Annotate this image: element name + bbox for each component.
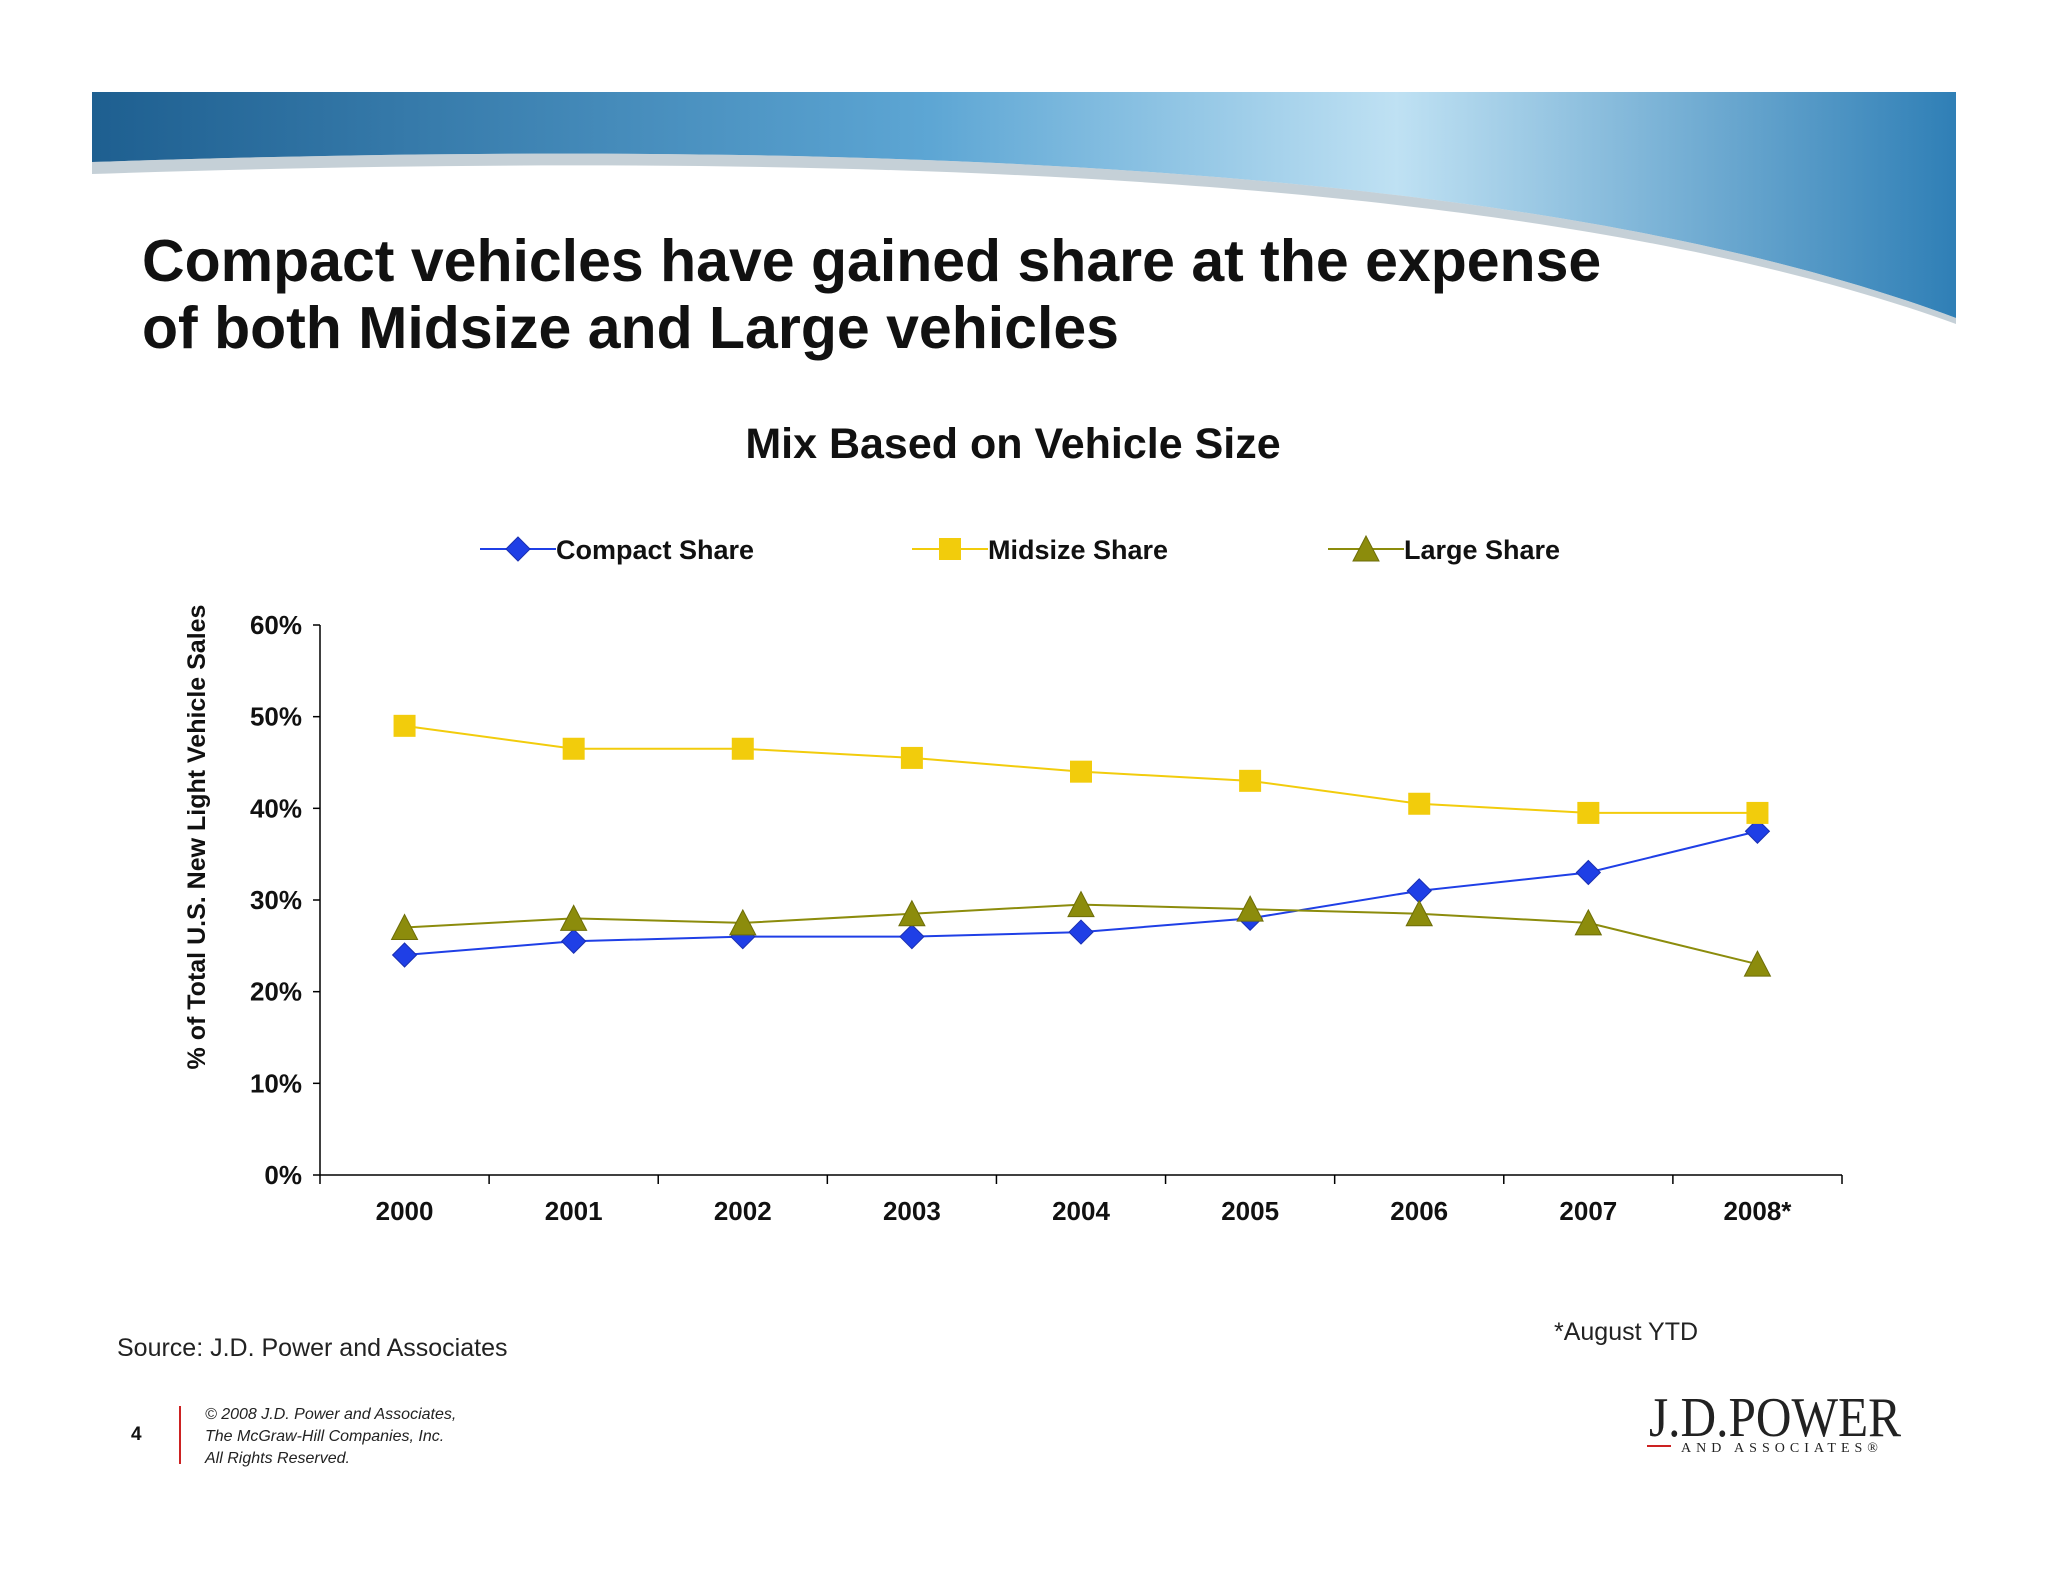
y-axis-label: % of Total U.S. New Light Vehicle Sales bbox=[183, 605, 211, 1070]
midsize-share-point bbox=[1070, 760, 1092, 783]
x-tick-label: 2002 bbox=[714, 1196, 772, 1226]
copyright-line-2: The McGraw-Hill Companies, Inc. bbox=[205, 1428, 445, 1445]
copyright-line-1: © 2008 J.D. Power and Associates, bbox=[205, 1406, 457, 1423]
logo-sub-text: AND ASSOCIATES® bbox=[1681, 1441, 1883, 1456]
y-tick-label: 30% bbox=[250, 885, 302, 915]
chart-plot-area bbox=[390, 714, 1772, 977]
midsize-share-point bbox=[1746, 801, 1769, 824]
compact-share-point bbox=[1068, 919, 1094, 945]
compact-share-point bbox=[560, 928, 587, 954]
copyright-line-3: All Rights Reserved. bbox=[205, 1450, 350, 1467]
footnote: *August YTD bbox=[1554, 1318, 1699, 1346]
compact-share-point bbox=[1406, 878, 1432, 904]
x-tick-label: 2003 bbox=[883, 1196, 941, 1226]
y-tick-label: 20% bbox=[250, 977, 302, 1007]
x-tick-label: 2007 bbox=[1559, 1196, 1617, 1226]
legend-swatch-marker bbox=[939, 538, 961, 560]
footer-divider bbox=[179, 1406, 181, 1464]
large-share-point bbox=[728, 908, 757, 936]
x-tick-label: 2006 bbox=[1390, 1196, 1448, 1226]
large-share-point bbox=[1405, 899, 1434, 927]
legend-swatch-marker bbox=[1352, 534, 1380, 562]
large-share-point bbox=[559, 904, 588, 931]
midsize-share-series bbox=[393, 714, 1769, 824]
source-note: Source: J.D. Power and Associates bbox=[117, 1334, 508, 1362]
legend-label: Large Share bbox=[1404, 535, 1560, 565]
large-share-point bbox=[1067, 890, 1095, 918]
large-share-point bbox=[390, 913, 419, 940]
legend-label: Compact Share bbox=[556, 535, 754, 565]
y-tick-label: 10% bbox=[250, 1068, 302, 1098]
y-tick-label: 40% bbox=[250, 793, 302, 823]
legend-item-compact-share: Compact Share bbox=[480, 535, 754, 565]
large-share-point bbox=[1743, 950, 1772, 977]
compact-share-point bbox=[391, 942, 418, 968]
midsize-share-point bbox=[562, 737, 585, 760]
legend-item-midsize-share: Midsize Share bbox=[912, 535, 1168, 565]
chart-legend: Compact Share Midsize Share Large Share bbox=[480, 534, 1560, 565]
y-tick-label: 50% bbox=[250, 702, 302, 732]
midsize-share-point bbox=[900, 746, 923, 769]
page-number: 4 bbox=[131, 1424, 142, 1445]
y-tick-label: 0% bbox=[264, 1160, 302, 1190]
slide-title-line-2: of both Midsize and Large vehicles bbox=[142, 295, 1119, 361]
y-tick-label: 60% bbox=[250, 610, 302, 640]
x-tick-label: 2005 bbox=[1221, 1196, 1279, 1226]
x-tick-label: 2001 bbox=[545, 1196, 603, 1226]
midsize-share-point bbox=[1577, 801, 1600, 824]
midsize-share-point bbox=[1239, 769, 1262, 792]
copyright-notice: © 2008 J.D. Power and Associates, The Mc… bbox=[205, 1404, 456, 1470]
large-share-point bbox=[1236, 895, 1264, 922]
midsize-share-point bbox=[1408, 792, 1431, 815]
compact-share-point bbox=[1744, 818, 1771, 844]
slide-title-line-1: Compact vehicles have gained share at th… bbox=[142, 228, 1602, 294]
logo-main-text: J.D.POWER bbox=[1649, 1387, 1902, 1449]
jd-power-logo: J.D.POWER AND ASSOCIATES® bbox=[1647, 1387, 1902, 1456]
large-share-series bbox=[390, 890, 1772, 977]
large-share-point bbox=[1574, 908, 1603, 936]
compact-share-point bbox=[1575, 859, 1602, 886]
slide-title: Compact vehicles have gained share at th… bbox=[142, 228, 1601, 362]
x-tick-label: 2008* bbox=[1723, 1196, 1792, 1226]
x-tick-label: 2000 bbox=[376, 1196, 434, 1226]
legend-label: Midsize Share bbox=[988, 535, 1168, 565]
compact-share-series bbox=[391, 818, 1771, 968]
compact-share-point bbox=[899, 923, 925, 950]
midsize-share-point bbox=[731, 737, 754, 760]
large-share-point bbox=[898, 899, 926, 927]
legend-item-large-share: Large Share bbox=[1328, 534, 1560, 565]
header-banner bbox=[92, 92, 1956, 324]
legend-swatch-marker bbox=[505, 536, 531, 562]
x-tick-label: 2004 bbox=[1052, 1196, 1110, 1226]
chart-axes: 0% 10% 20% 30% 40% 50% 60% 2000 2001 2002 2003 2004… bbox=[250, 610, 1843, 1226]
chart-title: Mix Based on Vehicle Size bbox=[745, 420, 1280, 468]
midsize-share-point bbox=[393, 714, 416, 737]
